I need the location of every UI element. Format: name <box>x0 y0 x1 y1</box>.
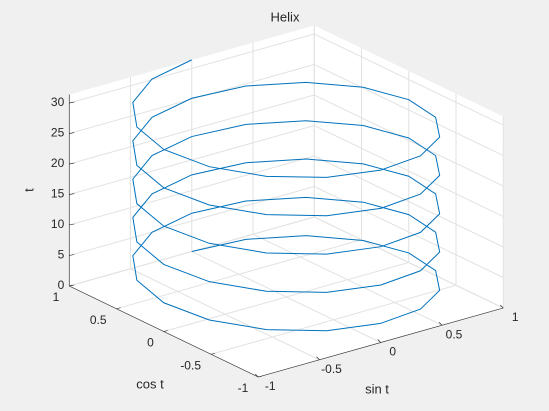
grid-line <box>314 155 504 248</box>
x-tick <box>438 322 443 326</box>
x-axis-label: sin t <box>365 381 389 396</box>
grid-line <box>210 284 457 355</box>
x-tick <box>500 304 504 309</box>
x-tick-label: 1 <box>512 310 519 324</box>
y-tick-label: -0.5 <box>180 358 201 372</box>
grid-line <box>314 94 504 187</box>
z-tick <box>69 162 75 165</box>
z-tick <box>69 193 75 195</box>
z-tick <box>69 101 75 104</box>
z-axis-label: t <box>21 188 36 192</box>
y-tick-label: 0.5 <box>90 313 107 327</box>
grid-line <box>314 64 504 156</box>
z-tick-label: 0 <box>58 278 65 292</box>
grid-line <box>69 33 315 104</box>
z-tick-label: 5 <box>58 248 65 262</box>
x-tick-label: 0 <box>389 345 396 359</box>
grid-line <box>69 94 315 165</box>
grid-line <box>69 186 315 256</box>
z-tick-label: 20 <box>51 156 65 170</box>
grid-line <box>314 186 504 278</box>
x-tick <box>255 373 259 378</box>
y-tick-label: -1 <box>238 381 249 395</box>
chart-title: Helix <box>271 9 300 24</box>
y-tick <box>116 307 121 310</box>
z-tick <box>69 132 75 134</box>
y-tick <box>163 330 168 332</box>
z-tick-label: 15 <box>51 187 65 201</box>
grid-line <box>163 262 409 332</box>
grid-line <box>314 33 504 126</box>
y-tick-label: 1 <box>53 290 60 304</box>
x-tick <box>316 356 320 360</box>
y-axis-label: cos t <box>136 376 164 391</box>
grid-line <box>69 155 315 226</box>
grid-line <box>314 216 504 309</box>
x-tick <box>377 339 381 343</box>
grid-line <box>314 125 504 217</box>
z-tick <box>69 223 75 226</box>
z-tick <box>69 254 75 256</box>
y-tick <box>258 375 263 378</box>
helix-line <box>132 59 441 332</box>
z-tick-label: 30 <box>51 95 65 109</box>
z-tick-label: 25 <box>51 126 65 140</box>
z-tick-label: 10 <box>51 217 65 231</box>
x-tick-label: -0.5 <box>321 362 342 376</box>
x-tick-label: -1 <box>265 379 276 393</box>
x-tick-label: 0.5 <box>446 327 463 341</box>
z-tick <box>69 284 75 287</box>
grid-line <box>69 64 315 135</box>
y-tick <box>210 352 216 355</box>
y-tick-label: 0 <box>147 336 154 350</box>
